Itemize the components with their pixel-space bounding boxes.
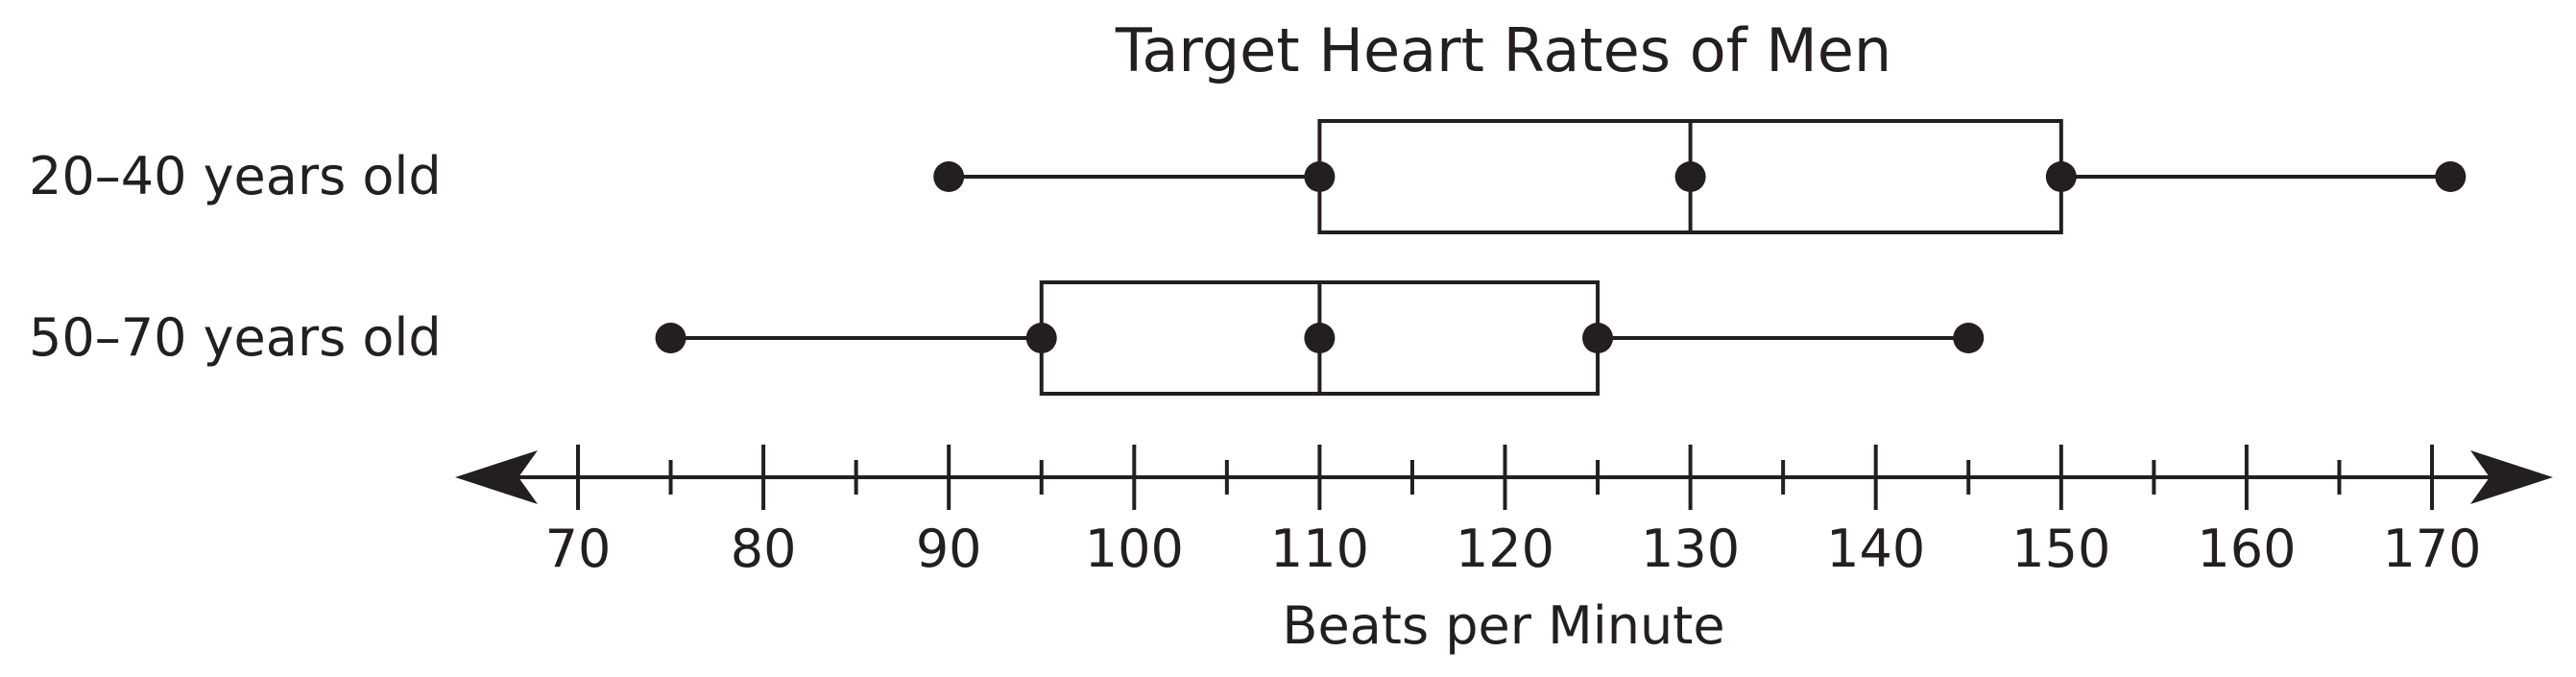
series-2-q3-point (1582, 323, 1614, 353)
series-2-q1-point (1025, 323, 1057, 353)
series-1-q3-point (2045, 161, 2077, 192)
chart-title: Target Heart Rates of Men (1115, 15, 1891, 85)
x-axis-label: Beats per Minute (1282, 595, 1724, 656)
tick-label-130: 130 (1641, 519, 1740, 579)
category-label-2: 50–70 years old (29, 307, 442, 368)
series-1-min-point (933, 161, 965, 192)
category-label-1: 20–40 years old (29, 146, 442, 206)
series-1-median-point (1674, 161, 1706, 192)
tick-label-110: 110 (1270, 519, 1369, 579)
tick-label-170: 170 (2382, 519, 2481, 579)
left-arrow-icon (455, 450, 538, 504)
tick-label-90: 90 (916, 519, 982, 579)
series-2-min-point (655, 323, 686, 353)
series-1-q1-point (1304, 161, 1336, 192)
series-1-max-point (2435, 161, 2467, 192)
tick-label-70: 70 (545, 519, 612, 579)
tick-label-150: 150 (2011, 519, 2110, 579)
series-2-max-point (1953, 323, 1985, 353)
tick-label-100: 100 (1085, 519, 1184, 579)
tick-label-160: 160 (2197, 519, 2296, 579)
series-2-median-point (1304, 323, 1336, 353)
tick-label-80: 80 (731, 519, 797, 579)
tick-label-120: 120 (1456, 519, 1554, 579)
right-arrow-icon (2470, 450, 2553, 504)
tick-label-140: 140 (1826, 519, 1925, 579)
